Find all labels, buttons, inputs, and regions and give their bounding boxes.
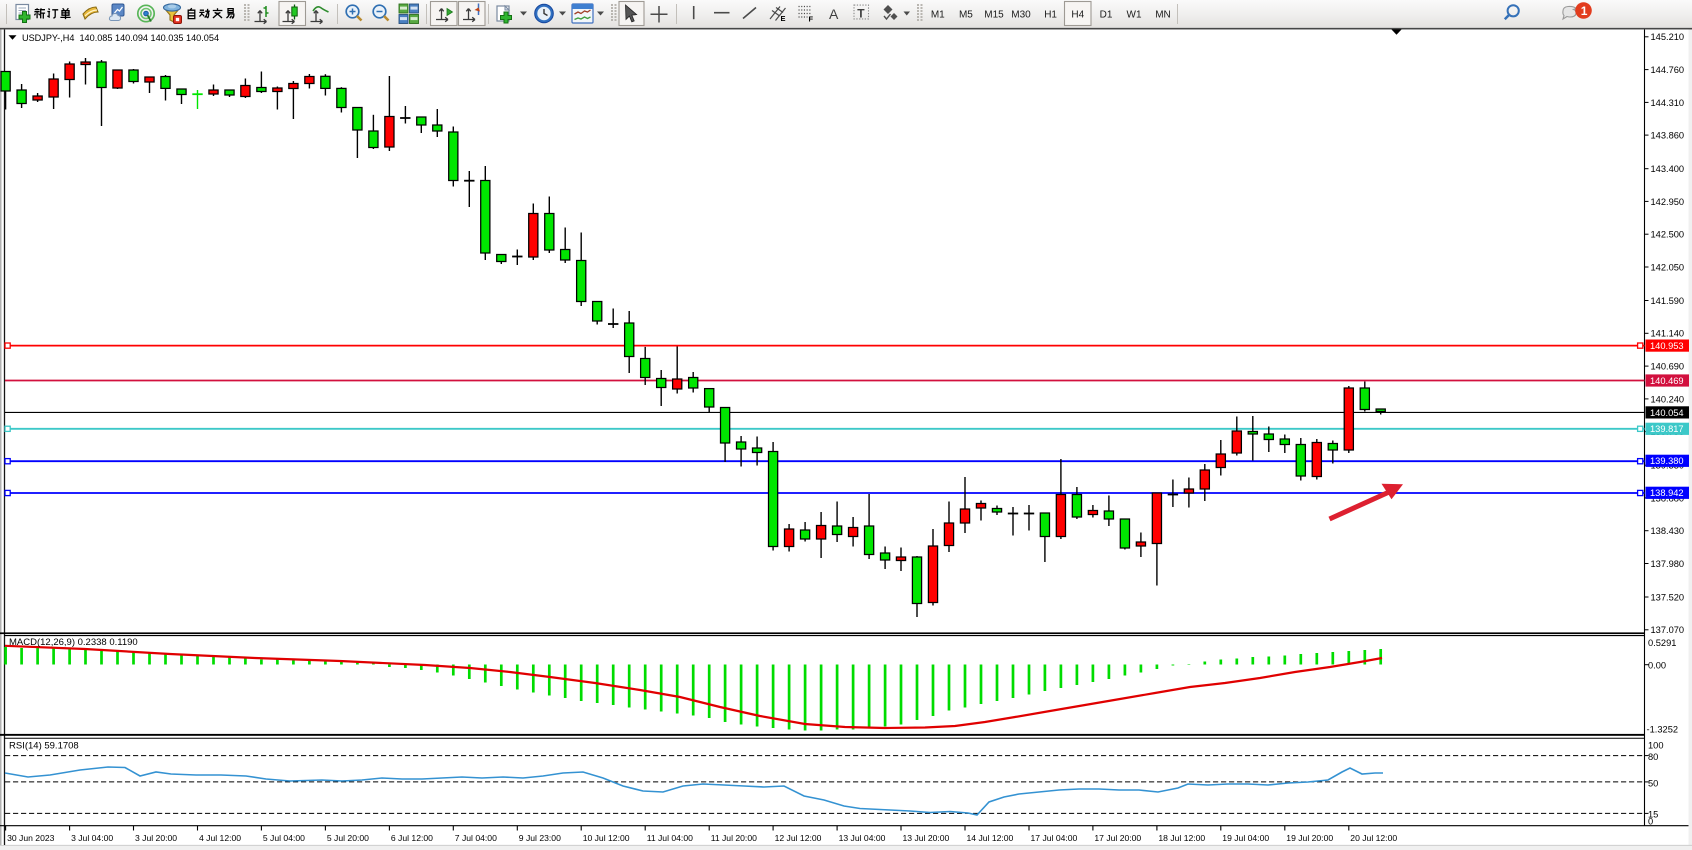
svg-text:W1: W1	[1127, 10, 1142, 21]
svg-text:0: 0	[1648, 817, 1653, 827]
svg-text:5 Jul 04:00: 5 Jul 04:00	[263, 833, 305, 843]
svg-text:M30: M30	[1011, 10, 1031, 21]
svg-text:18 Jul 12:00: 18 Jul 12:00	[1158, 833, 1205, 843]
svg-text:143.400: 143.400	[1651, 164, 1685, 174]
svg-text:12 Jul 12:00: 12 Jul 12:00	[775, 833, 822, 843]
svg-text:7 Jul 04:00: 7 Jul 04:00	[455, 833, 497, 843]
svg-text:-1.3252: -1.3252	[1647, 725, 1679, 735]
svg-text:3 Jul 04:00: 3 Jul 04:00	[71, 833, 113, 843]
svg-text:138.942: 138.942	[1650, 488, 1684, 498]
svg-text:143.860: 143.860	[1651, 131, 1685, 141]
svg-text:19 Jul 04:00: 19 Jul 04:00	[1222, 833, 1269, 843]
svg-text:144.310: 144.310	[1651, 98, 1685, 108]
svg-text:141.140: 141.140	[1651, 329, 1685, 339]
svg-text:19 Jul 20:00: 19 Jul 20:00	[1286, 833, 1333, 843]
svg-text:A: A	[829, 6, 839, 22]
svg-text:140.953: 140.953	[1650, 341, 1684, 351]
svg-text:F: F	[809, 15, 814, 24]
svg-text:0.00: 0.00	[1648, 661, 1666, 671]
svg-text:M1: M1	[931, 10, 945, 21]
svg-text:D1: D1	[1100, 10, 1113, 21]
svg-text:MACD(12,26,9) 0.2338 0.1190: MACD(12,26,9) 0.2338 0.1190	[9, 637, 138, 648]
svg-text:13 Jul 20:00: 13 Jul 20:00	[903, 833, 950, 843]
svg-text:20 Jul 12:00: 20 Jul 12:00	[1350, 833, 1397, 843]
svg-text:17 Jul 20:00: 17 Jul 20:00	[1094, 833, 1141, 843]
svg-text:M15: M15	[984, 10, 1004, 21]
svg-text:RSI(14) 59.1708: RSI(14) 59.1708	[9, 741, 79, 752]
svg-text:0.5291: 0.5291	[1648, 638, 1676, 648]
svg-text:140.690: 140.690	[1651, 362, 1685, 372]
svg-text:145.210: 145.210	[1651, 32, 1685, 42]
svg-text:H4: H4	[1071, 10, 1084, 21]
svg-text:14 Jul 12:00: 14 Jul 12:00	[967, 833, 1014, 843]
svg-text:USDJPY-,H4 140.085 140.094 14: USDJPY-,H4 140.085 140.094 140.035 140.0…	[22, 33, 219, 43]
svg-text:H1: H1	[1044, 10, 1057, 21]
svg-text:142.950: 142.950	[1651, 197, 1685, 207]
svg-text:13 Jul 04:00: 13 Jul 04:00	[839, 833, 886, 843]
svg-text:144.760: 144.760	[1651, 65, 1685, 75]
svg-text:139.380: 139.380	[1650, 456, 1684, 466]
svg-text:9 Jul 23:00: 9 Jul 23:00	[519, 833, 561, 843]
svg-text:142.500: 142.500	[1651, 230, 1685, 240]
svg-text:30 Jun 2023: 30 Jun 2023	[7, 833, 55, 843]
svg-text:137.980: 137.980	[1651, 559, 1685, 569]
svg-text:4 Jul 12:00: 4 Jul 12:00	[199, 833, 241, 843]
svg-text:11 Jul 04:00: 11 Jul 04:00	[647, 833, 693, 843]
svg-text:138.430: 138.430	[1651, 526, 1685, 536]
svg-text:140.469: 140.469	[1650, 376, 1684, 386]
svg-text:141.590: 141.590	[1651, 296, 1685, 306]
svg-text:MN: MN	[1155, 10, 1171, 21]
svg-text:137.070: 137.070	[1651, 625, 1685, 635]
svg-text:80: 80	[1648, 752, 1658, 762]
svg-text:140.240: 140.240	[1651, 394, 1685, 404]
svg-text:142.050: 142.050	[1651, 262, 1685, 272]
svg-text:1: 1	[1581, 4, 1588, 18]
svg-text:10 Jul 12:00: 10 Jul 12:00	[583, 833, 630, 843]
svg-text:11 Jul 20:00: 11 Jul 20:00	[711, 833, 757, 843]
svg-text:100: 100	[1648, 741, 1664, 751]
svg-text:137.520: 137.520	[1651, 592, 1685, 602]
svg-text:15: 15	[1648, 810, 1658, 820]
svg-text:50: 50	[1648, 779, 1658, 789]
svg-text:140.054: 140.054	[1650, 408, 1684, 418]
svg-text:139.817: 139.817	[1650, 424, 1684, 434]
svg-text:T: T	[857, 6, 865, 20]
svg-text:17 Jul 04:00: 17 Jul 04:00	[1031, 833, 1078, 843]
svg-text:5 Jul 20:00: 5 Jul 20:00	[327, 833, 369, 843]
svg-text:3 Jul 20:00: 3 Jul 20:00	[135, 833, 177, 843]
svg-text:E: E	[781, 14, 786, 23]
svg-text:M5: M5	[959, 10, 973, 21]
svg-text:6 Jul 12:00: 6 Jul 12:00	[391, 833, 433, 843]
